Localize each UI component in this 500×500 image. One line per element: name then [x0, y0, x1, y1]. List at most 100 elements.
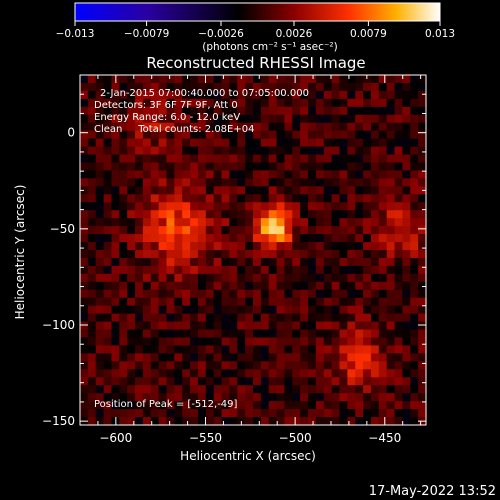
heatmap-pixel: [237, 130, 246, 140]
heatmap-pixel: [323, 401, 333, 410]
heatmap-pixel: [315, 130, 325, 140]
colorbar-tick-label: 0.0026: [276, 28, 313, 40]
heatmap-pixel: [103, 82, 113, 92]
colorbar: [74, 2, 441, 22]
heatmap-pixel: [174, 305, 183, 315]
heatmap-pixel: [182, 305, 191, 315]
heatmap-pixel: [260, 98, 270, 108]
heatmap-pixel: [253, 393, 262, 402]
heatmap-pixel: [284, 401, 293, 410]
heatmap-pixel: [339, 170, 348, 179]
heatmap-pixel: [182, 329, 191, 339]
heatmap-pixel: [253, 250, 262, 259]
heatmap-pixel: [331, 82, 341, 92]
heatmap-pixel: [237, 106, 246, 116]
heatmap-pixel: [315, 226, 325, 235]
heatmap-pixel: [370, 401, 380, 410]
heatmap-pixel: [245, 377, 254, 386]
heatmap-pixel: [410, 281, 419, 291]
heatmap-pixel: [260, 154, 270, 164]
heatmap-pixel: [95, 313, 105, 323]
heatmap-pixel: [95, 178, 105, 187]
heatmap-pixel: [135, 226, 144, 235]
heatmap-pixel: [284, 297, 293, 307]
heatmap-pixel: [197, 130, 207, 140]
heatmap-pixel: [370, 162, 380, 172]
heatmap-pixel: [150, 305, 160, 315]
heatmap-pixel: [339, 265, 348, 275]
heatmap-pixel: [276, 82, 286, 92]
heatmap-pixel: [166, 409, 175, 418]
heatmap-pixel: [213, 329, 223, 339]
heatmap-pixel: [370, 106, 380, 116]
heatmap-pixel: [418, 313, 427, 323]
heatmap-pixel: [323, 265, 333, 275]
heatmap-pixel: [260, 265, 270, 275]
heatmap-pixel: [174, 265, 183, 275]
heatmap-pixel: [292, 329, 301, 339]
heatmap-pixel: [119, 162, 128, 172]
heatmap-pixel: [355, 154, 364, 164]
heatmap-pixel: [166, 361, 175, 370]
heatmap-pixel: [221, 186, 231, 195]
heatmap-pixel: [245, 361, 254, 370]
heatmap-pixel: [315, 114, 325, 124]
heatmap-pixel: [315, 273, 325, 283]
heatmap-pixel: [103, 250, 113, 259]
heatmap-pixel: [95, 377, 105, 386]
heatmap-pixel: [347, 401, 356, 410]
heatmap-pixel: [331, 353, 341, 362]
heatmap-pixel: [221, 162, 231, 172]
heatmap-pixel: [158, 210, 168, 219]
heatmap-pixel: [205, 82, 215, 92]
heatmap-pixel: [331, 234, 341, 243]
heatmap-pixel: [103, 218, 113, 227]
heatmap-pixel: [221, 273, 231, 283]
heatmap-pixel: [323, 353, 333, 362]
heatmap-pixel: [80, 385, 89, 394]
heatmap-pixel: [276, 265, 286, 275]
heatmap-pixel: [245, 106, 254, 116]
heatmap-pixel: [95, 226, 105, 235]
heatmap-pixel: [103, 75, 113, 84]
heatmap-pixel: [213, 242, 223, 251]
heatmap-pixel: [135, 146, 144, 156]
heatmap-pixel: [284, 385, 293, 394]
heatmap-pixel: [315, 82, 325, 92]
heatmap-pixel: [378, 369, 388, 378]
heatmap-pixel: [87, 273, 97, 283]
heatmap-pixel: [127, 122, 136, 132]
heatmap-pixel: [253, 130, 262, 140]
heatmap-pixel: [315, 281, 325, 291]
heatmap-pixel: [308, 353, 317, 362]
heatmap-pixel: [347, 122, 356, 132]
heatmap-pixel: [402, 329, 411, 339]
heatmap-pixel: [300, 226, 309, 235]
heatmap-pixel: [142, 146, 152, 156]
heatmap-pixel: [197, 281, 207, 291]
heatmap-pixel: [213, 186, 223, 195]
heatmap-pixel: [221, 154, 231, 164]
heatmap-pixel: [370, 138, 380, 148]
heatmap-pixel: [370, 337, 380, 347]
heatmap-pixel: [80, 202, 89, 211]
heatmap-pixel: [95, 361, 105, 370]
heatmap-pixel: [331, 409, 341, 418]
heatmap-pixel: [119, 305, 128, 315]
heatmap-pixel: [213, 377, 223, 386]
heatmap-pixel: [103, 146, 113, 156]
heatmap-pixel: [355, 385, 364, 394]
heatmap-pixel: [158, 202, 168, 211]
heatmap-pixel: [182, 194, 191, 203]
heatmap-pixel: [260, 82, 270, 92]
heatmap-pixel: [95, 82, 105, 92]
heatmap-pixel: [347, 257, 356, 267]
heatmap-pixel: [410, 337, 419, 347]
heatmap-pixel: [150, 250, 160, 259]
heatmap-pixel: [394, 170, 404, 179]
heatmap-pixel: [111, 337, 120, 347]
heatmap-pixel: [339, 369, 348, 378]
heatmap-pixel: [339, 106, 348, 116]
heatmap-pixel: [119, 265, 128, 275]
heatmap-pixel: [182, 385, 191, 394]
